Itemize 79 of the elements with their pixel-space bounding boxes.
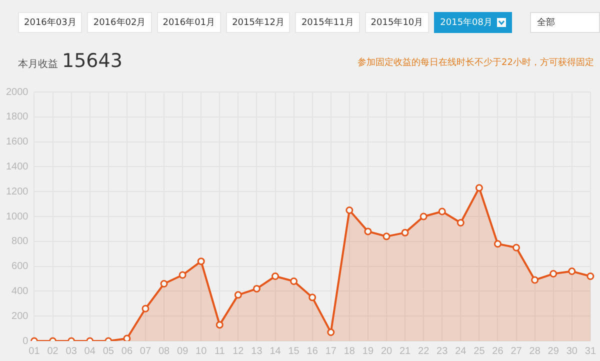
point — [123, 334, 131, 341]
y-tick-label: 1000 — [6, 211, 29, 222]
text: 2015年11月 — [295, 12, 360, 33]
x-tick-label: 17 — [325, 346, 337, 357]
x-tick-label: 02 — [47, 346, 59, 357]
point — [178, 271, 186, 279]
y-tick-label: 1600 — [6, 136, 29, 148]
x-tick-label: 09 — [177, 346, 189, 357]
x-tick-label: 06 — [121, 346, 133, 357]
text: 2016年03月 — [18, 12, 82, 33]
x-tick-label: 13 — [251, 346, 263, 357]
point — [142, 304, 150, 312]
x-tick-label: 25 — [474, 346, 486, 357]
point — [290, 277, 298, 285]
point — [494, 240, 502, 248]
point — [438, 208, 446, 216]
y-tick-label: 1200 — [6, 186, 29, 198]
point — [512, 244, 520, 252]
x-tick-label: 07 — [140, 346, 152, 357]
x-tick-label: 27 — [510, 346, 522, 357]
y-tick-label: 600 — [12, 261, 29, 272]
x-tick-label: 16 — [306, 346, 318, 357]
point — [216, 321, 224, 329]
x-tick-label: 11 — [214, 346, 226, 357]
point — [327, 328, 335, 336]
text: 2015年12月 — [226, 12, 290, 33]
point — [252, 284, 260, 292]
text: 2015年10月 — [364, 12, 430, 33]
x-tick-label: 29 — [548, 346, 560, 357]
point — [586, 272, 594, 280]
point — [550, 270, 558, 278]
x-tick-label: 24 — [455, 346, 467, 357]
x-tick-label: 30 — [566, 346, 578, 357]
point — [401, 228, 409, 236]
y-tick-label: 2000 — [6, 86, 29, 98]
text: 15643 — [62, 50, 122, 72]
chart-title: 本月收益 — [18, 58, 58, 71]
x-tick-label: 21 — [399, 346, 412, 357]
point — [420, 212, 428, 220]
point — [568, 268, 576, 276]
x-tick-label: 14 — [270, 346, 282, 357]
point — [346, 206, 354, 214]
y-tick-label: 400 — [12, 286, 29, 297]
x-tick-label: 15 — [288, 346, 300, 357]
x-tick-label: 22 — [418, 346, 430, 357]
x-tick-label: 04 — [84, 346, 96, 357]
text: 2016年02月 — [87, 12, 152, 33]
point — [160, 280, 168, 288]
x-tick-label: 12 — [232, 346, 244, 357]
x-tick-label: 18 — [344, 346, 356, 357]
x-tick-label: 19 — [362, 346, 374, 357]
x-tick-label: 26 — [492, 346, 504, 357]
point — [456, 218, 464, 226]
point — [308, 294, 316, 302]
x-tick-label: 05 — [102, 346, 114, 357]
x-tick-label: 31 — [584, 346, 596, 357]
point — [272, 272, 280, 280]
text: 2015年08月 — [440, 16, 493, 29]
point — [475, 184, 483, 192]
y-tick-label: 200 — [12, 310, 29, 322]
x-tick-label: 08 — [158, 346, 170, 357]
text: 全部 — [530, 12, 600, 33]
point — [234, 291, 242, 299]
x-tick-label: 23 — [436, 346, 448, 357]
point — [382, 232, 390, 240]
point — [364, 228, 372, 236]
x-tick-label: 28 — [529, 346, 541, 357]
point — [531, 276, 539, 284]
x-tick-label: 10 — [196, 346, 208, 357]
text: 2016年01月 — [156, 12, 222, 33]
x-tick-label: 03 — [66, 346, 78, 357]
point — [197, 258, 205, 266]
x-tick-label: 20 — [380, 346, 392, 357]
text: 参加固定收益的每日在线时长不少于22小时，方可获得固定 — [358, 56, 594, 69]
x-tick-label: 01 — [28, 346, 40, 357]
y-tick-label: 1400 — [6, 161, 29, 172]
y-tick-label: 0 — [22, 336, 29, 347]
y-tick-label: 1800 — [6, 112, 29, 123]
y-tick-label: 800 — [12, 236, 29, 248]
